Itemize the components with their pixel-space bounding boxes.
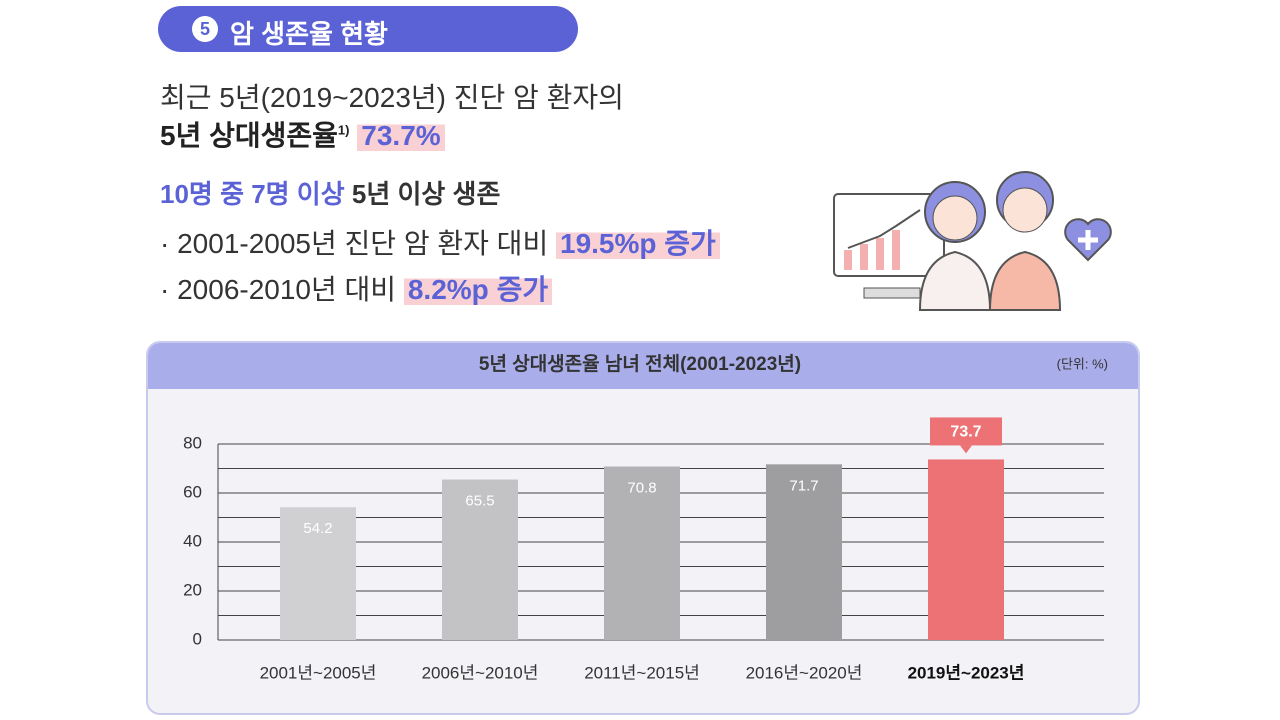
bar (766, 464, 842, 640)
highlight-rest: 5년 이상 생존 (351, 179, 501, 209)
highlight-blue: 10명 중 7명 이상 (160, 179, 345, 209)
x-tick-label: 2011년~2015년 (584, 663, 700, 682)
x-tick-label: 2019년~2023년 (908, 663, 1025, 682)
illustration (833, 171, 1112, 311)
callout-box (930, 417, 1002, 446)
bullet-text: · 2001-2005년 진단 암 환자 대비 (160, 228, 549, 259)
bullet: · 2006-2010년 대비 8.2%p 증가 (160, 268, 553, 308)
value-label: 70.8 (627, 480, 656, 497)
intro-line: 최근 5년(2019~2023년) 진단 암 환자의 (160, 82, 624, 113)
bar (442, 479, 518, 640)
intro-line: 5년 상대생존율1) 73.7% (160, 114, 445, 154)
rate: 73.7% (357, 120, 445, 151)
footnote: 1) (337, 122, 350, 138)
bullet-emphasis: 19.5%p 증가 (556, 228, 720, 259)
badge-number: 5 (192, 16, 218, 42)
intro-text: 5년 상대생존율 (160, 120, 338, 151)
value-label: 71.7 (789, 477, 818, 494)
bullet-emphasis: 8.2%p 증가 (403, 274, 553, 305)
chart-title: 5년 상대생존율 남녀 전체(2001-2023년) (479, 353, 801, 375)
section-badge: 5 암 생존율 현황 (158, 6, 578, 52)
bar (928, 459, 1004, 640)
value-label: 54.2 (303, 520, 332, 537)
y-tick-label: 40 (183, 531, 202, 550)
bullet-text: · 2006-2010년 대비 (160, 274, 397, 305)
bar (280, 507, 356, 640)
y-tick-label: 20 (183, 580, 202, 599)
highlight-line: 10명 중 7명 이상 5년 이상 생존 (160, 174, 500, 211)
value-label: 73.7 (950, 424, 981, 441)
x-tick-label: 2001년~2005년 (260, 663, 377, 682)
chart-header (148, 343, 1138, 389)
y-tick-label: 60 (183, 482, 202, 501)
y-tick-label: 0 (193, 629, 202, 648)
callout-pointer (960, 445, 972, 454)
bullet: · 2001-2005년 진단 암 환자 대비 19.5%p 증가 (160, 222, 720, 262)
x-tick-label: 2016년~2020년 (746, 663, 863, 682)
section-title: 암 생존율 현황 (230, 19, 388, 49)
bar (604, 466, 680, 640)
y-tick-label: 80 (183, 433, 202, 452)
unit-label: (단위: %) (1057, 356, 1108, 371)
x-tick-label: 2006년~2010년 (422, 663, 539, 682)
value-label: 65.5 (465, 492, 494, 509)
